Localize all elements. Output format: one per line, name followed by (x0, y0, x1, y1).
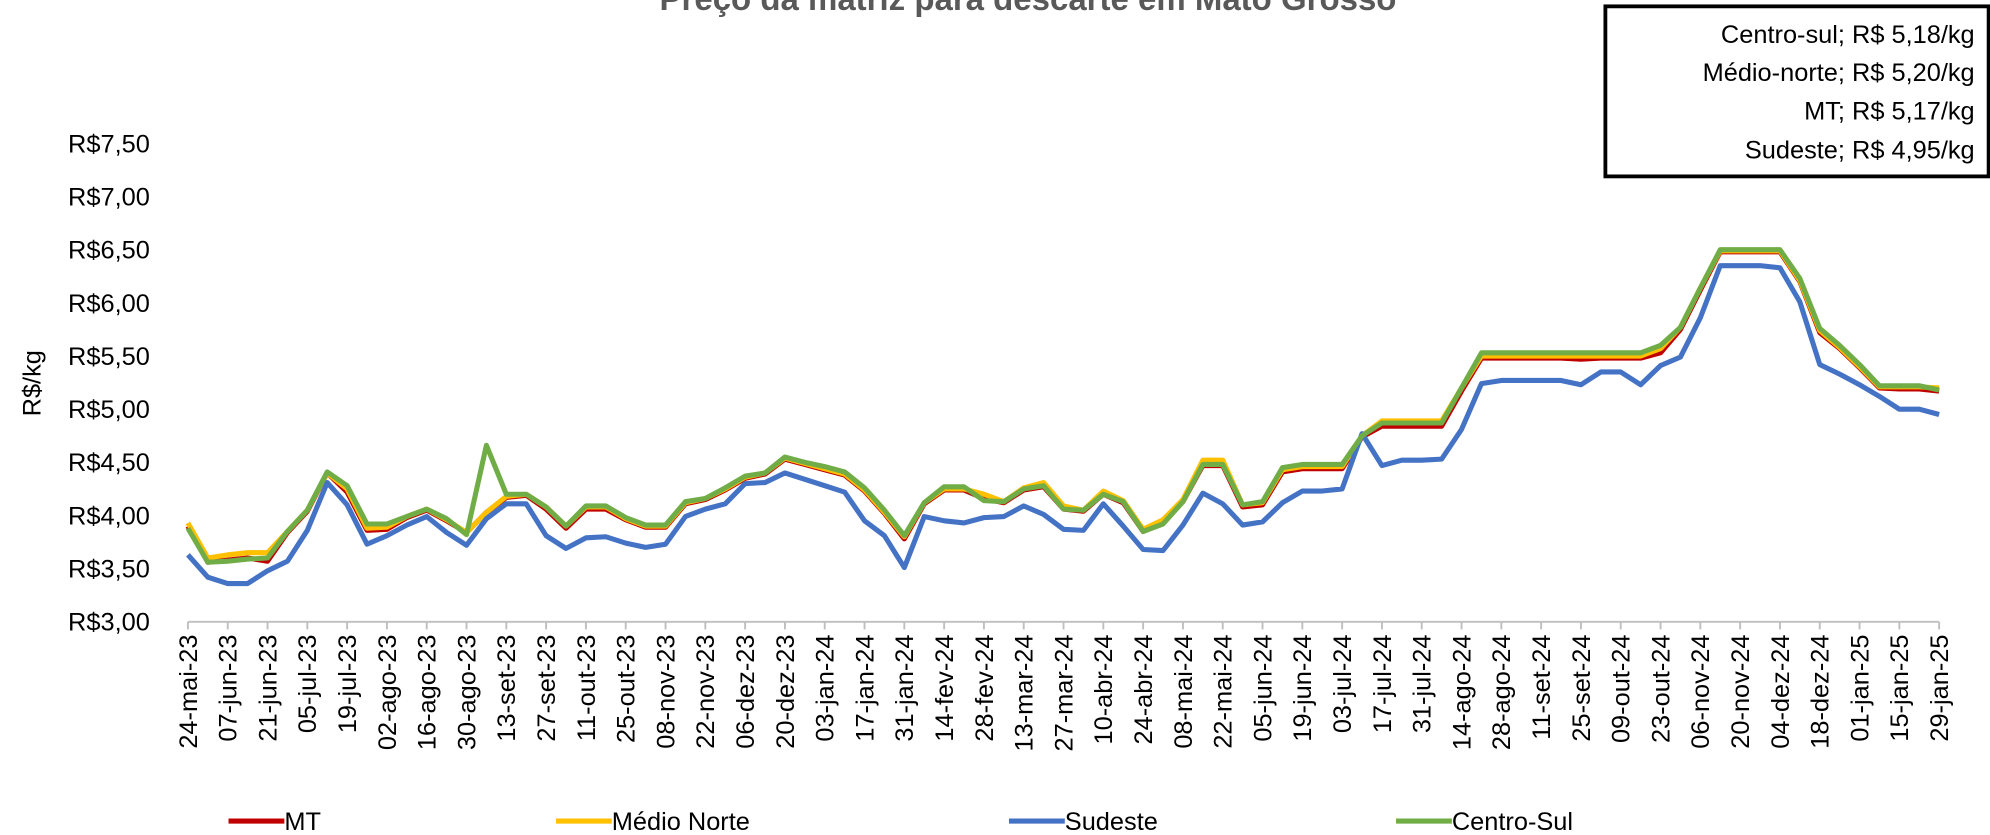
x-tick-label: 07-jun-23 (215, 634, 243, 741)
x-tick-label: 02-ago-23 (374, 634, 402, 750)
y-tick-label: R$3,00 (68, 609, 150, 637)
chart-title: Preço da matriz para descarte em Mato Gr… (660, 0, 1397, 17)
annotation-box (1603, 4, 1990, 179)
x-tick-label: 28-ago-24 (1488, 634, 1516, 750)
series-line (185, 248, 1940, 561)
series-line (185, 249, 1940, 565)
x-tick-label: 29-jan-25 (1926, 634, 1954, 741)
x-tick-label: 21-jun-23 (254, 634, 282, 741)
x-tick-label: 19-jul-23 (334, 634, 362, 733)
x-tick-label: 13-mar-24 (1011, 634, 1039, 751)
y-axis-label: R$/kg (19, 350, 47, 416)
x-tick-label: 13-set-23 (493, 634, 521, 741)
x-tick-label: 08-mai-24 (1170, 634, 1198, 748)
x-tick-label: 28-fev-24 (971, 634, 999, 741)
x-tick-label: 14-ago-24 (1448, 634, 1476, 750)
x-tick-label: 10-abr-24 (1090, 634, 1118, 744)
legend-label: Médio Norte (612, 808, 750, 835)
x-tick-label: 06-dez-23 (732, 634, 760, 748)
x-tick-label: 16-ago-23 (414, 634, 442, 750)
x-tick-label: 09-out-24 (1608, 634, 1636, 743)
annotation: Sudeste; R$ 4,95/kg (1745, 137, 1975, 165)
y-tick-label: R$7,00 (68, 183, 150, 211)
y-tick-label: R$4,00 (68, 502, 150, 530)
x-tick-label: 18-dez-24 (1807, 634, 1835, 748)
y-tick-label: R$5,50 (68, 343, 150, 371)
x-tick-label: 14-fev-24 (931, 634, 959, 741)
annotation: Centro-sul; R$ 5,18/kg (1721, 21, 1975, 49)
y-tick-label: R$7,50 (68, 130, 150, 158)
x-tick-label: 11-set-24 (1528, 634, 1556, 739)
y-tick-label: R$6,00 (68, 290, 150, 318)
y-tick-label: R$5,00 (68, 396, 150, 424)
x-tick-label: 25-out-23 (613, 634, 641, 743)
x-tick-label: 06-nov-24 (1687, 634, 1715, 748)
y-tick-label: R$3,50 (68, 556, 150, 584)
x-tick-label: 23-out-24 (1647, 634, 1675, 743)
x-tick-label: 17-jul-24 (1369, 634, 1397, 733)
x-tick-label: 31-jan-24 (891, 634, 919, 741)
x-tick-label: 27-set-23 (533, 634, 561, 741)
series-line (185, 247, 1940, 565)
x-tick-label: 05-jun-24 (1249, 634, 1277, 741)
y-tick-label: R$4,50 (68, 449, 150, 477)
x-tick-label: 24-abr-24 (1130, 634, 1158, 744)
y-tick-label: R$6,50 (68, 237, 150, 265)
x-tick-label: 25-set-24 (1568, 634, 1596, 741)
x-tick-label: 24-mai-23 (175, 634, 203, 748)
x-tick-label: 05-jul-23 (294, 634, 322, 733)
legend-label: Centro-Sul (1452, 808, 1573, 835)
legend-label: MT (284, 808, 321, 835)
annotation: Médio-norte; R$ 5,20/kg (1703, 59, 1975, 87)
x-tick-label: 31-jul-24 (1409, 634, 1437, 733)
legend-label: Sudeste (1065, 808, 1158, 835)
x-tick-label: 20-dez-23 (772, 634, 800, 748)
x-tick-label: 22-mai-24 (1210, 634, 1238, 748)
x-tick-label: 03-jul-24 (1329, 634, 1357, 733)
series-line (186, 263, 1940, 587)
x-tick-label: 22-nov-23 (692, 634, 720, 748)
x-tick-label: 04-dez-24 (1767, 634, 1795, 748)
x-tick-label: 27-mar-24 (1050, 634, 1078, 751)
x-tick-label: 17-jan-24 (851, 634, 879, 741)
x-tick-label: 30-ago-23 (453, 634, 481, 750)
x-tick-label: 01-jan-25 (1846, 634, 1874, 741)
x-tick-label: 08-nov-23 (652, 634, 680, 748)
x-tick-label: 19-jun-24 (1289, 634, 1317, 741)
x-tick-label: 15-jan-25 (1886, 634, 1914, 741)
x-tick-label: 20-nov-24 (1727, 634, 1755, 748)
x-tick-label: 03-jan-24 (812, 634, 840, 741)
annotation: MT; R$ 5,17/kg (1804, 97, 1975, 125)
x-tick-label: 11-out-23 (573, 634, 601, 741)
